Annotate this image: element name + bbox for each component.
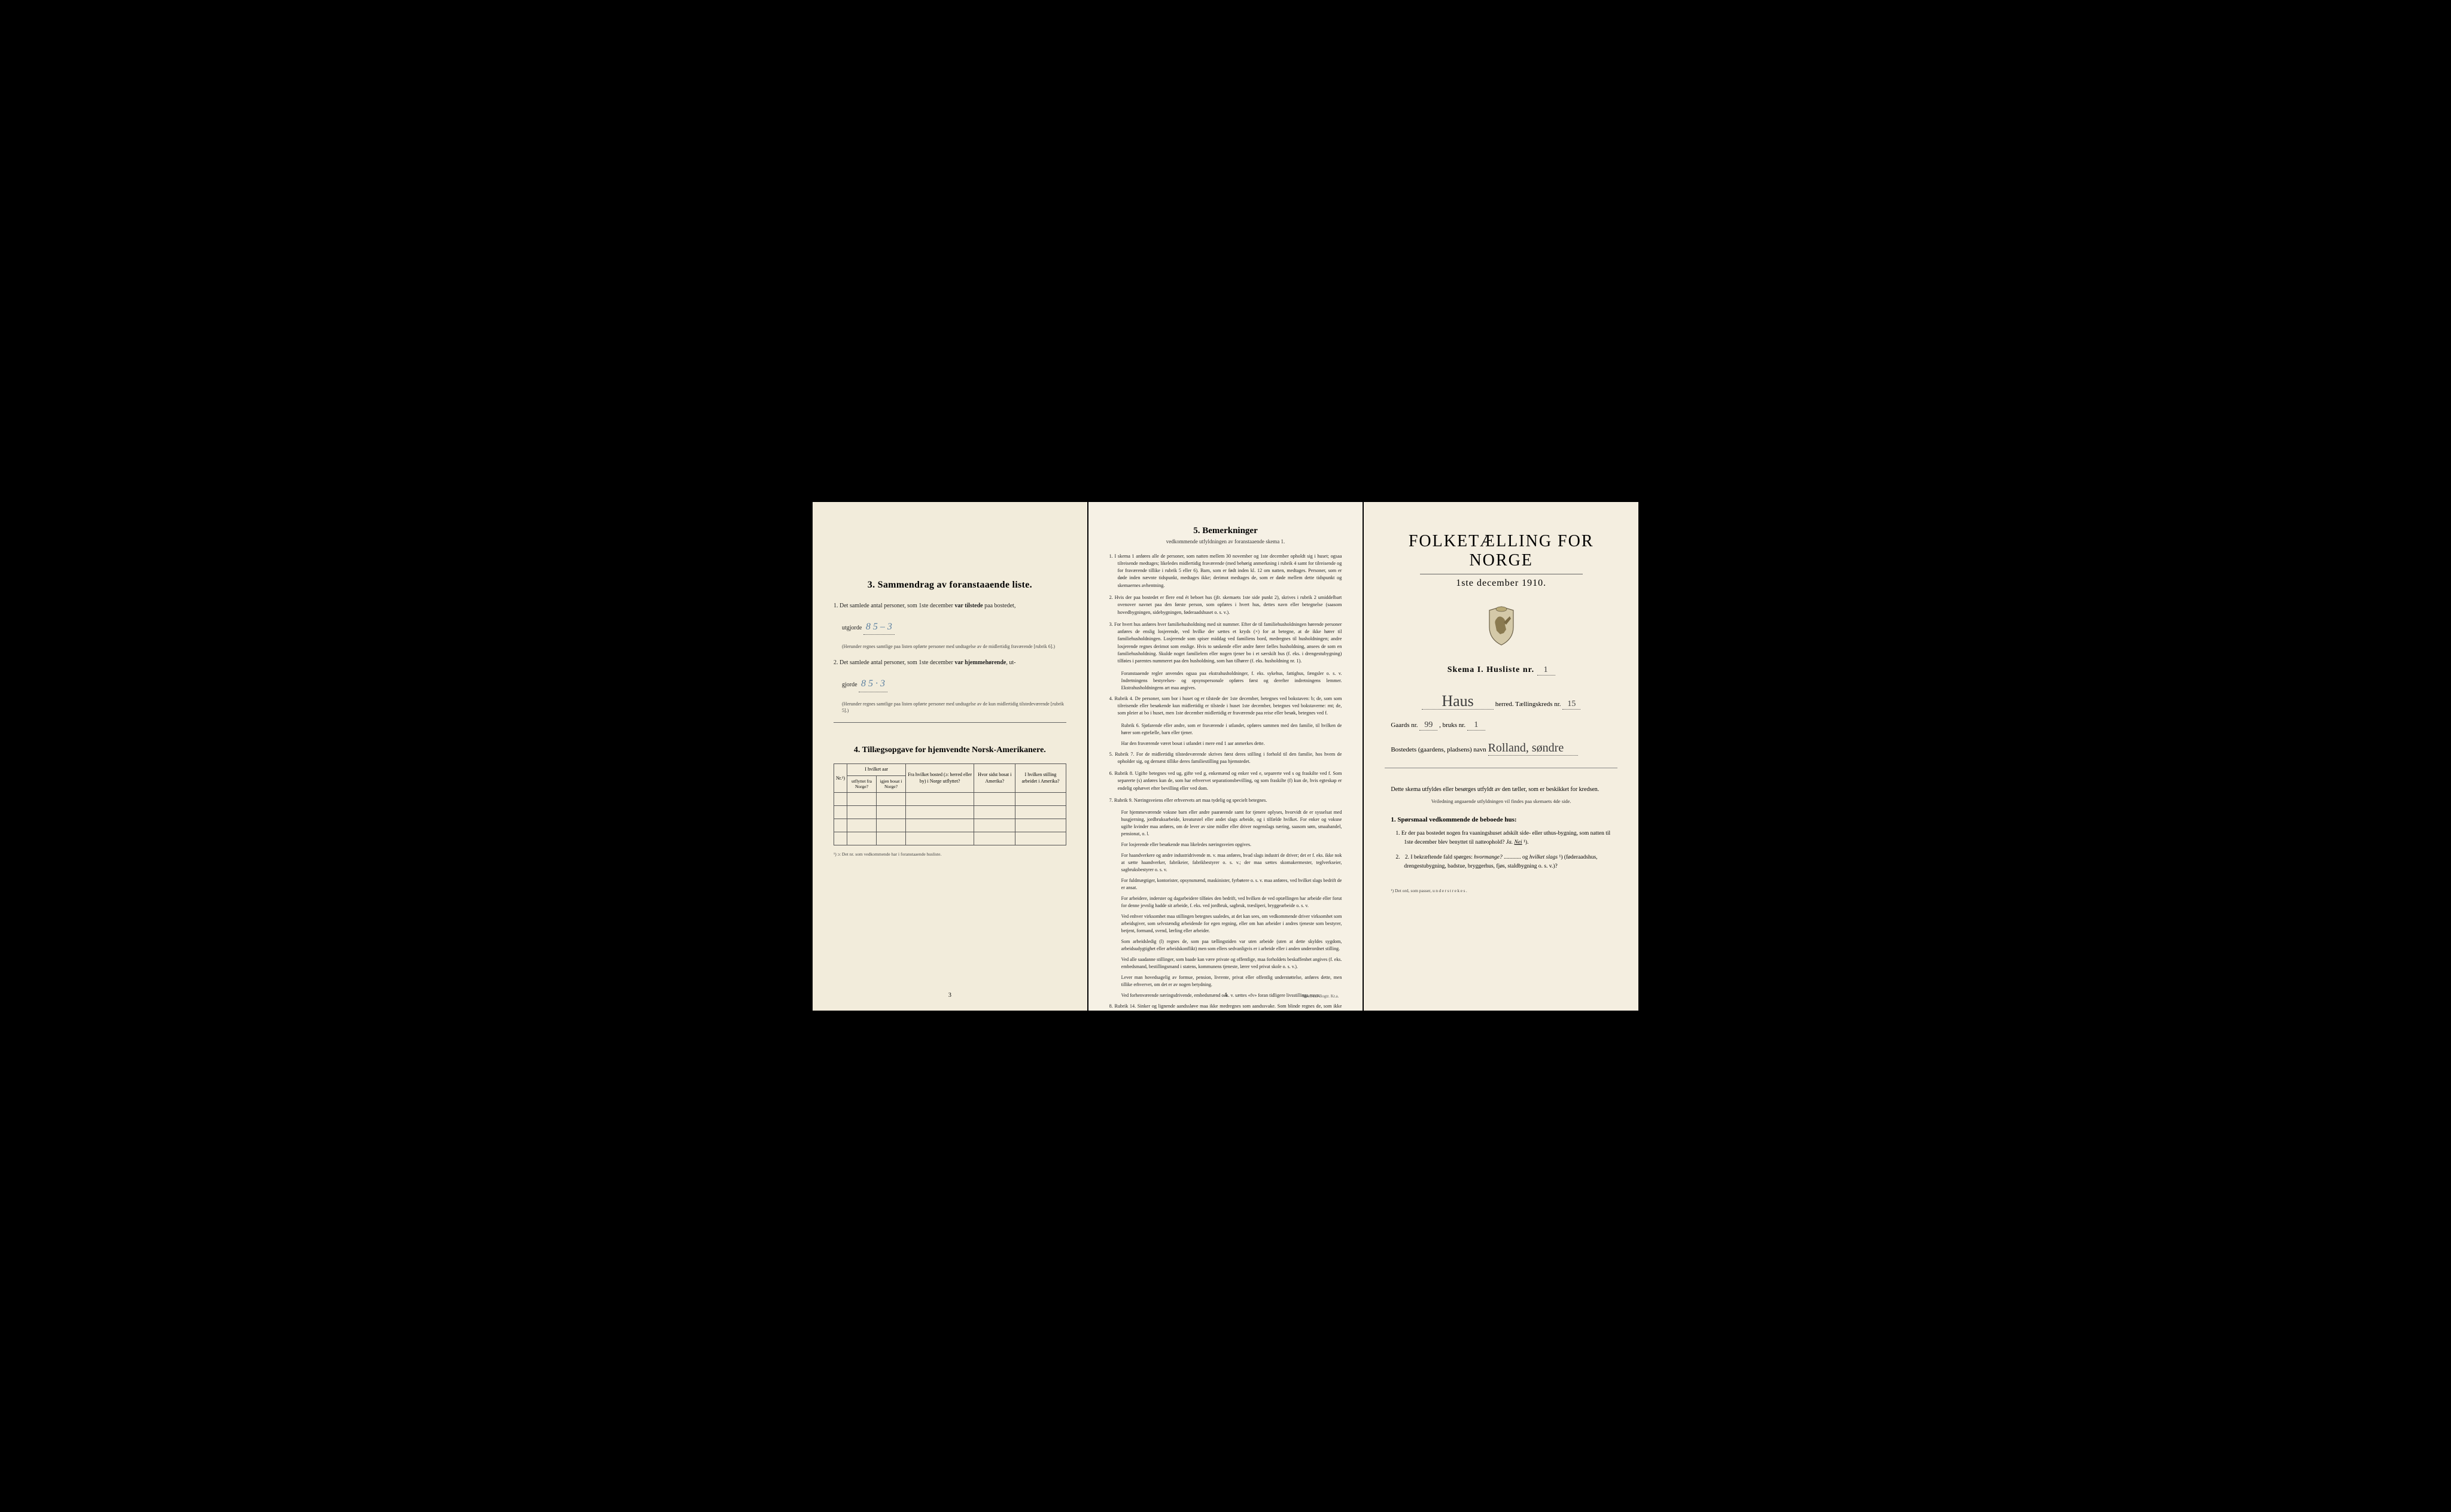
bosted-pre: Bostedets (gaardens, pladsens) navn: [1391, 746, 1486, 753]
table-footnote: ¹) ɔ: Det nr. som vedkommende har i fora…: [834, 851, 1066, 857]
item2-note: (Herunder regnes samtlige paa listen opf…: [842, 701, 1066, 714]
page-number-left: 3: [948, 992, 951, 999]
q1-text: 1. Er der paa bostedet nogen fra vaaning…: [1395, 830, 1610, 845]
item2-hand: 8 5 · 3: [859, 679, 887, 689]
emigrant-table: Nr.¹) I hvilket aar Fra hvilket bosted (…: [834, 763, 1066, 845]
question-2: 2. 2. I bekræftende fald spørges: hvorma…: [1385, 853, 1617, 871]
remark-7g: Som arbeidsledig (l) regnes de, som paa …: [1109, 938, 1342, 953]
remark-1: 1. I skema 1 anføres alle de personer, s…: [1109, 553, 1342, 589]
th-col3: Fra hvilket bosted (ɔ: herred eller by) …: [906, 764, 974, 793]
th-grp1: I hvilket aar: [847, 764, 906, 775]
item2-pre: 2. Det samlede antal personer, som 1ste …: [834, 659, 954, 666]
q-heading: 1. Spørsmaal vedkommende de beboede hus:: [1385, 816, 1617, 823]
q2-i1: hvormange?: [1474, 854, 1503, 860]
panel-mid: 5. Bemerkninger vedkommende utfyldningen…: [1088, 502, 1363, 1011]
main-title: FOLKETÆLLING FOR NORGE: [1385, 532, 1617, 570]
section5-sub: vedkommende utfyldningen av foranstaaend…: [1109, 539, 1342, 544]
question-1: 1. Er der paa bostedet nogen fra vaaning…: [1385, 829, 1617, 847]
remark-7i: Lever man hovedsagelig av formue, pensio…: [1109, 974, 1342, 988]
remark-6: 6. Rubrik 8. Ugifte betegnes ved ug, gif…: [1109, 770, 1342, 792]
panel-right: FOLKETÆLLING FOR NORGE 1ste december 191…: [1364, 502, 1638, 1011]
table-row: [834, 806, 1066, 819]
item2: 2. Det samlede antal personer, som 1ste …: [834, 658, 1066, 668]
th-grp1b: igjen bosat i Norge?: [876, 775, 905, 793]
item1-pre: 1. Det samlede antal personer, som 1ste …: [834, 603, 954, 609]
item1-post: paa bostedet,: [983, 603, 1016, 609]
th-nr: Nr.¹): [834, 764, 847, 793]
remark-4: 4. Rubrik 4. De personer, som bor i huse…: [1109, 695, 1342, 717]
husliste-nr: 1: [1537, 665, 1555, 676]
item1-hand: 8 5 – 3: [863, 622, 895, 632]
item2-fill: gjorde 8 5 · 3: [842, 676, 1066, 692]
table-row: [834, 832, 1066, 845]
footnote-right-text: ¹) Det ord, som passer, understrekes.: [1391, 888, 1468, 893]
bosted-line: Bostedets (gaardens, pladsens) navn Roll…: [1385, 741, 1617, 756]
remark-7b: For losjerende eller besøkende maa likel…: [1109, 841, 1342, 848]
herred-line: Haus herred. Tællingskreds nr. 15: [1385, 693, 1617, 710]
main-date: 1ste december 1910.: [1385, 578, 1617, 589]
table-row: [834, 793, 1066, 806]
herred-suffix: herred. Tællingskreds nr.: [1495, 701, 1561, 708]
panel-left: 3. Sammendrag av foranstaaende liste. 1.…: [813, 502, 1087, 1011]
remark-7d: For fuldmægtiger, kontorister, opsynsmæn…: [1109, 877, 1342, 892]
table-row: [834, 819, 1066, 832]
remark-8: 8. Rubrik 14. Sinker og lignende aandssl…: [1109, 1003, 1342, 1010]
remark-3: 3. For hvert hus anføres hver familiehus…: [1109, 621, 1342, 665]
skema-pre: Skema I. Husliste nr.: [1448, 665, 1534, 674]
remark-5: 5. Rubrik 7. For de midlertidig tilstede…: [1109, 751, 1342, 766]
bruks-pre: , bruks nr.: [1439, 722, 1465, 729]
item1-bold: var tilstede: [954, 603, 983, 609]
section4-heading: 4. Tillægsopgave for hjemvendte Norsk-Am…: [834, 746, 1066, 755]
item1-note: (Herunder regnes samtlige paa listen opf…: [842, 643, 1066, 650]
remark-7f: Ved enhver virksomhet maa stillingen bet…: [1109, 913, 1342, 935]
q2-mid: ............ og: [1504, 854, 1529, 860]
skema-line: Skema I. Husliste nr. 1: [1385, 665, 1617, 676]
page-number-mid: 4: [1224, 992, 1227, 999]
item1-line2-pre: utgjorde: [842, 625, 862, 631]
footnote-right: ¹) Det ord, som passer, understrekes.: [1385, 888, 1617, 893]
th-col5: I hvilken stilling arbeidet i Amerika?: [1015, 764, 1066, 793]
th-grp1a: utflyttet fra Norge?: [847, 775, 877, 793]
item2-line2-pre: gjorde: [842, 682, 857, 688]
th-col4: Hvor sidst bosat i Amerika?: [974, 764, 1015, 793]
section5-heading: 5. Bemerkninger: [1109, 526, 1342, 536]
kreds-nr: 15: [1562, 699, 1580, 710]
document: 3. Sammendrag av foranstaaende liste. 1.…: [813, 502, 1638, 1011]
remark-7a: For hjemmeværende voksne barn eller andr…: [1109, 809, 1342, 838]
remark-2: 2. Hvis der paa bostedet er flere end ét…: [1109, 594, 1342, 616]
q2-pre: 2. I bekræftende fald spørges:: [1405, 854, 1474, 860]
item2-post: , ut-: [1006, 659, 1015, 666]
remark-7: 7. Rubrik 9. Næringsveiens eller erhverv…: [1109, 797, 1342, 804]
bruks-nr: 1: [1467, 720, 1485, 731]
item1-fill: utgjorde 8 5 – 3: [842, 619, 1066, 635]
gaards-line: Gaards nr. 99 , bruks nr. 1: [1385, 720, 1617, 731]
bosted-hand: Rolland, søndre: [1488, 741, 1578, 756]
coat-of-arms-icon: [1483, 604, 1519, 647]
q2-i2: hvilket slags: [1529, 854, 1558, 860]
remark-7h: Ved alle saadanne stillinger, som baade …: [1109, 956, 1342, 971]
remark-4b: Rubrik 6. Sjøfarende eller andre, som er…: [1109, 722, 1342, 737]
instructions-sub: Veiledning angaaende utfyldningen vil fi…: [1385, 798, 1617, 804]
remark-3b: Foranstaaende regler anvendes ogsaa paa …: [1109, 670, 1342, 692]
item1: 1. Det samlede antal personer, som 1ste …: [834, 601, 1066, 611]
instructions: Dette skema utfyldes eller besørges utfy…: [1385, 785, 1617, 795]
remark-7e: For arbeidere, inderster og dagarbeidere…: [1109, 895, 1342, 909]
q2-num: 2.: [1395, 854, 1400, 860]
herred-hand: Haus: [1422, 693, 1494, 710]
remark-7c: For haandverkere og andre industridriven…: [1109, 852, 1342, 874]
section3-heading: 3. Sammendrag av foranstaaende liste.: [834, 580, 1066, 591]
gaards-nr: 99: [1419, 720, 1437, 731]
remark-4c: Har den fraværende været bosat i utlande…: [1109, 740, 1342, 747]
divider: [834, 722, 1066, 723]
printer-imprint: Steen'ske Bogtr. Kr.a.: [1303, 994, 1339, 999]
item2-bold: var hjemmehørende: [954, 659, 1006, 666]
gaards-pre: Gaards nr.: [1391, 722, 1418, 729]
